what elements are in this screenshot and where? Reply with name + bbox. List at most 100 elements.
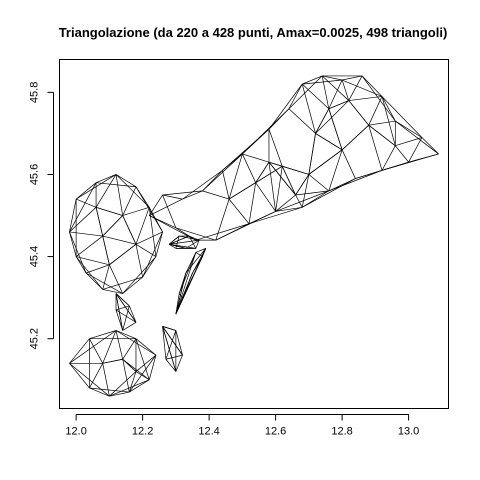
- mesh-edge: [178, 252, 197, 294]
- mesh-edge: [69, 330, 117, 364]
- mesh-boundary-edge: [89, 387, 110, 397]
- mesh-edge: [341, 149, 356, 179]
- mesh-edge: [395, 120, 439, 155]
- mesh-edge: [341, 79, 383, 97]
- mesh-edge: [179, 235, 200, 241]
- mesh-edge: [348, 100, 369, 126]
- mesh-boundary-edge: [122, 276, 143, 294]
- mesh-boundary-edge: [135, 338, 157, 356]
- mesh-edge: [381, 145, 396, 171]
- mesh-boundary-edge: [195, 248, 206, 253]
- mesh-edge: [268, 162, 276, 212]
- y-tick-label: 45.2: [29, 328, 41, 349]
- mesh-boundary-edge: [69, 363, 90, 389]
- mesh-edge: [215, 211, 276, 241]
- mesh-edge: [268, 161, 296, 196]
- mesh-edge: [175, 272, 187, 315]
- mesh-edge: [69, 231, 87, 274]
- mesh-edge: [302, 79, 343, 85]
- mesh-edge: [122, 186, 137, 216]
- mesh-edge: [288, 75, 323, 110]
- mesh-edge: [102, 264, 110, 290]
- mesh-edge: [115, 174, 150, 208]
- mesh-edge: [381, 96, 423, 138]
- mesh-edge: [162, 190, 203, 196]
- mesh-edge: [195, 252, 203, 257]
- mesh-boundary-edge: [122, 321, 137, 331]
- mesh-edge: [308, 174, 330, 192]
- mesh-edge: [168, 235, 180, 245]
- mesh-edge: [75, 174, 117, 200]
- mesh-edge: [102, 330, 117, 364]
- mesh-boundary-edge: [115, 309, 124, 331]
- mesh-edge: [268, 129, 283, 167]
- mesh-edge: [135, 244, 143, 278]
- mesh-edge: [69, 231, 103, 237]
- mesh-boundary-edge: [155, 231, 163, 257]
- mesh-edge: [295, 174, 310, 196]
- mesh-edge: [301, 174, 310, 208]
- mesh-edge: [255, 161, 270, 183]
- mesh-edge: [315, 133, 343, 151]
- mesh-edge: [149, 198, 183, 216]
- mesh-edge: [109, 243, 137, 266]
- mesh-edge: [102, 363, 110, 397]
- mesh-edge: [122, 215, 137, 245]
- mesh-edge: [96, 182, 137, 188]
- mesh-edge: [102, 276, 143, 290]
- mesh-edge: [248, 206, 303, 225]
- mesh-edge: [395, 145, 409, 163]
- mesh-edge: [182, 170, 223, 200]
- mesh-edge: [76, 256, 110, 266]
- mesh-edge: [275, 190, 329, 212]
- mesh-boundary-edge: [275, 206, 303, 212]
- mesh-boundary-edge: [109, 391, 130, 397]
- mesh-boundary-edge: [381, 96, 396, 122]
- mesh-edge: [175, 227, 216, 241]
- mesh-boundary-edge: [162, 326, 167, 360]
- triangle-mesh: [69, 75, 439, 397]
- mesh-edge: [282, 165, 309, 175]
- mesh-edge: [115, 174, 124, 216]
- mesh-edge: [95, 206, 123, 216]
- mesh-boundary-edge: [165, 359, 177, 372]
- mesh-edge: [222, 170, 230, 200]
- x-tick-label: 13.0: [398, 426, 419, 438]
- mesh-edge: [162, 194, 177, 228]
- mesh-edge: [242, 153, 270, 163]
- y-axis: 45.2 45.4 45.6 45.8: [29, 82, 54, 349]
- mesh-boundary-edge: [175, 354, 183, 372]
- mesh-edge: [228, 153, 243, 200]
- mesh-edge: [102, 235, 110, 265]
- mesh-edge: [321, 75, 330, 109]
- mesh-edge: [165, 330, 177, 360]
- mesh-edge: [215, 198, 230, 241]
- mesh-edge: [75, 198, 97, 208]
- mesh-edge: [202, 153, 243, 192]
- mesh-edge: [95, 174, 117, 208]
- mesh-edge: [268, 83, 303, 130]
- x-tick-label: 12.6: [265, 426, 286, 438]
- mesh-boundary-edge: [115, 174, 137, 188]
- mesh-edge: [368, 96, 383, 126]
- mesh-edge: [122, 206, 150, 216]
- mesh-edge: [75, 256, 103, 290]
- mesh-edge: [301, 84, 316, 134]
- mesh-edge: [275, 194, 296, 212]
- mesh-edge: [381, 96, 396, 146]
- mesh-edge: [308, 133, 316, 175]
- mesh-edge: [242, 153, 256, 183]
- mesh-edge: [162, 326, 177, 372]
- x-tick-label: 12.4: [198, 426, 219, 438]
- mesh-edge: [368, 120, 396, 126]
- mesh-edge: [222, 129, 270, 171]
- mesh-edge: [135, 371, 150, 381]
- mesh-edge: [102, 215, 123, 237]
- mesh-edge: [115, 293, 130, 307]
- mesh-edge: [321, 75, 349, 101]
- mesh-edge: [268, 161, 283, 167]
- mesh-edge: [328, 100, 349, 110]
- mesh-edge: [275, 166, 283, 212]
- mesh-boundary-edge: [102, 289, 123, 294]
